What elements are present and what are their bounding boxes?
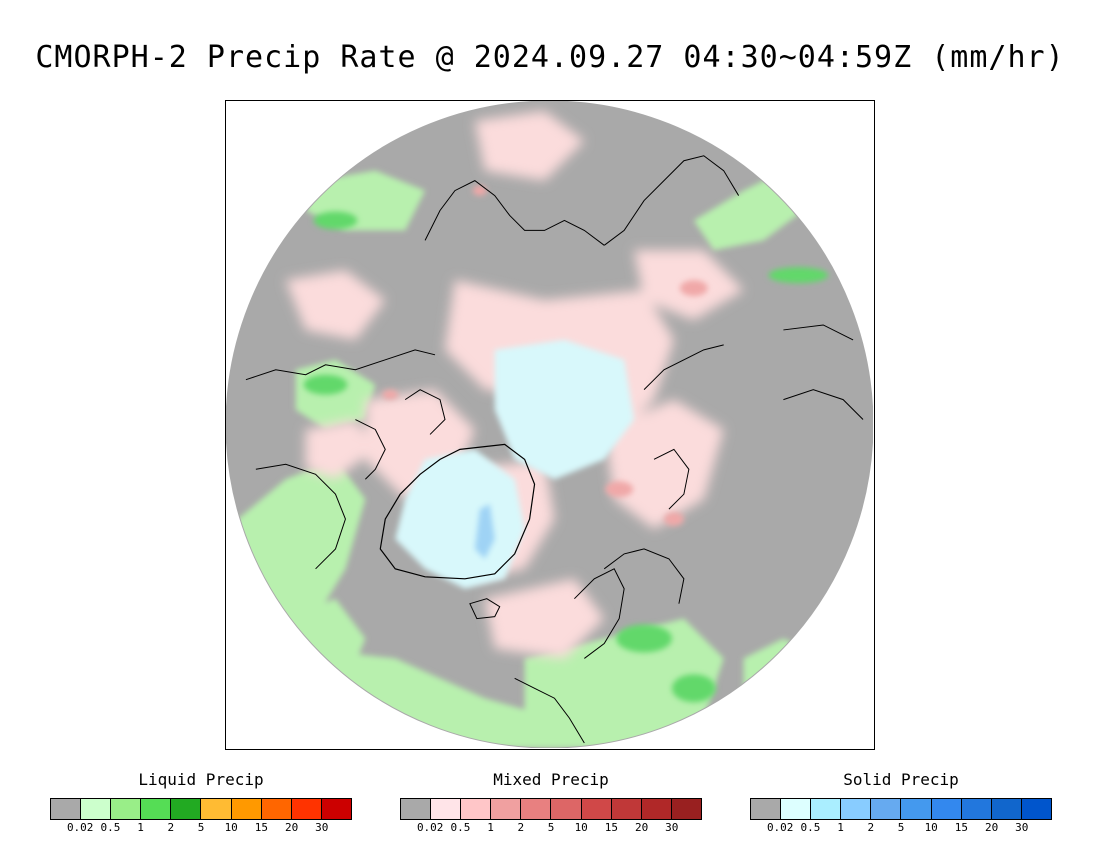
legend-swatch (671, 799, 701, 819)
legend-swatch (641, 799, 672, 819)
legend-swatch (871, 799, 902, 819)
legend-swatch (261, 799, 292, 819)
liquid-precip-cores (303, 211, 829, 703)
legend-tick: 1 (137, 821, 144, 834)
legend-tick: 15 (604, 821, 619, 834)
legend-tick: 2 (867, 821, 875, 834)
map-title: CMORPH-2 Precip Rate @ 2024.09.27 04:30~… (35, 40, 1065, 75)
legend-liquid-title: Liquid Precip (138, 770, 264, 789)
legend-tick: 20 (284, 821, 299, 834)
mixed-precip-cores (382, 185, 708, 527)
solid-precip-cores (474, 504, 495, 559)
legend-swatch (991, 799, 1022, 819)
legend-liquid: Liquid Precip 0.02 0.5 1 2 5 10 15 20 30 (50, 770, 352, 835)
legend-swatch (811, 799, 842, 819)
legend-tick: 0.5 (450, 821, 471, 834)
legend-tick: 0.02 (766, 821, 794, 834)
legend-swatch (401, 799, 432, 819)
legend-swatch (841, 799, 872, 819)
legend-swatch (931, 799, 962, 819)
legend-solid-title: Solid Precip (843, 770, 959, 789)
legend-tick: 10 (924, 821, 938, 834)
coastlines (245, 155, 864, 744)
mixed-precip-regions (285, 110, 744, 659)
legend-swatch (611, 799, 642, 819)
legend-tick: 20 (634, 821, 649, 834)
legend-swatch (461, 799, 492, 819)
legend-swatch (431, 799, 462, 819)
legend-solid-bar (750, 798, 1052, 820)
legend-mixed-ticks: 0.02 0.5 1 2 5 10 15 20 30 (400, 821, 702, 835)
legend-swatch (551, 799, 582, 819)
legend-tick: 5 (547, 821, 555, 834)
legend-liquid-bar (50, 798, 352, 820)
legend-solid: Solid Precip 0.02 0.5 1 2 5 10 15 20 30 (750, 770, 1052, 835)
legend-tick: 0.5 (800, 821, 821, 834)
legend-swatch (111, 799, 142, 819)
legend-swatch (291, 799, 322, 819)
legend-tick: 2 (517, 821, 525, 834)
legend-swatch (961, 799, 992, 819)
legend-swatch (491, 799, 522, 819)
legend-liquid-ticks: 0.02 0.5 1 2 5 10 15 20 30 (50, 821, 352, 835)
legend-swatch (901, 799, 932, 819)
legend-swatch (781, 799, 812, 819)
legend-swatch (51, 799, 82, 819)
legend-tick: 30 (315, 821, 329, 834)
legend-swatch (1021, 799, 1051, 819)
legend-tick: 2 (167, 821, 175, 834)
legend-swatch (141, 799, 172, 819)
legend-swatch (231, 799, 262, 819)
legend-tick: 20 (984, 821, 999, 834)
legend-swatch (321, 799, 351, 819)
legend-swatch (521, 799, 552, 819)
legend-tick: 1 (837, 821, 844, 834)
legend-swatch (171, 799, 202, 819)
legend-swatch (81, 799, 112, 819)
legend-solid-ticks: 0.02 0.5 1 2 5 10 15 20 30 (750, 821, 1052, 835)
legend-tick: 0.02 (66, 821, 94, 834)
legend-tick: 15 (254, 821, 269, 834)
legend-mixed: Mixed Precip 0.02 0.5 1 2 5 10 15 20 30 (400, 770, 702, 835)
legend-tick: 1 (487, 821, 494, 834)
legend-tick: 0.5 (100, 821, 121, 834)
legend-tick: 0.02 (416, 821, 444, 834)
legend-swatch (201, 799, 232, 819)
legend-tick: 10 (224, 821, 238, 834)
map-frame (225, 100, 875, 750)
legend-tick: 30 (665, 821, 679, 834)
legend-tick: 5 (897, 821, 905, 834)
legend-tick: 30 (1015, 821, 1029, 834)
legend-swatch (751, 799, 782, 819)
legend-mixed-title: Mixed Precip (493, 770, 609, 789)
legend-mixed-bar (400, 798, 702, 820)
greenland-coastline (379, 443, 536, 580)
legend-tick: 5 (197, 821, 205, 834)
solid-precip-regions (395, 339, 635, 589)
legend-tick: 10 (574, 821, 588, 834)
polar-precip-map[interactable] (226, 101, 873, 748)
legend-tick: 15 (954, 821, 969, 834)
legend-swatch (581, 799, 612, 819)
